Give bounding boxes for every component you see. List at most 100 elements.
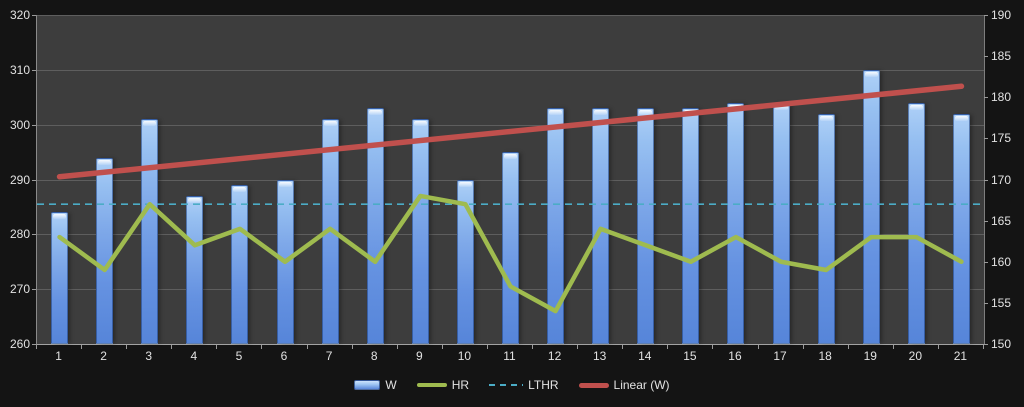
y-right-tick-185 xyxy=(984,56,988,58)
x-label-19: 19 xyxy=(863,349,877,363)
x-boundary-tick-14 xyxy=(667,345,669,349)
x-boundary-tick-13 xyxy=(622,345,624,349)
y-right-tick-170 xyxy=(984,179,988,181)
x-label-20: 20 xyxy=(908,349,923,363)
y-right-tick-155 xyxy=(984,302,988,304)
y-right-tick-180 xyxy=(984,97,988,99)
y-right-tick-150 xyxy=(984,344,988,345)
y-left-label-300: 300 xyxy=(9,117,30,132)
x-boundary-tick-16 xyxy=(757,345,759,349)
x-label-21: 21 xyxy=(953,349,968,363)
y-left-label-280: 280 xyxy=(9,227,30,242)
legend-label-lthr: LTHR xyxy=(528,378,559,392)
gridline-320 xyxy=(37,15,984,16)
bar-w-9 xyxy=(411,119,429,344)
x-boundary-tick-5 xyxy=(261,345,263,349)
legend-label-w: W xyxy=(385,378,397,392)
y-right-label-180: 180 xyxy=(991,90,1012,105)
hr-series-swatch xyxy=(416,383,447,387)
legend-label-linear-w: Linear (W) xyxy=(613,378,670,392)
y-left-label-290: 290 xyxy=(9,172,30,187)
bar-w-12 xyxy=(547,108,565,344)
y-right-label-150: 150 xyxy=(991,337,1012,351)
legend-item-hr: HR xyxy=(416,378,470,392)
x-label-13: 13 xyxy=(593,349,607,363)
y-left-tick-270 xyxy=(32,289,36,291)
w-series-swatch xyxy=(354,380,381,390)
linear-w-series-swatch xyxy=(578,382,609,388)
x-label-11: 11 xyxy=(503,349,516,363)
y-right-tick-165 xyxy=(984,220,988,222)
bar-w-13 xyxy=(592,108,610,344)
legend-label-hr: HR xyxy=(451,378,470,392)
hr-line xyxy=(57,193,964,314)
x-label-3: 3 xyxy=(145,349,153,363)
x-label-4: 4 xyxy=(190,349,198,363)
x-label-8: 8 xyxy=(370,349,378,363)
y-left-tick-320 xyxy=(32,15,36,16)
line-series xyxy=(37,83,984,314)
x-boundary-tick-2 xyxy=(126,345,128,349)
bar-w-8 xyxy=(366,108,384,344)
x-label-18: 18 xyxy=(818,349,832,363)
y-right-label-175: 175 xyxy=(991,131,1012,146)
x-boundary-tick-11 xyxy=(532,345,534,349)
y-right-tick-190 xyxy=(984,15,988,16)
y-left-tick-260 xyxy=(32,344,36,345)
bar-w-5 xyxy=(231,184,249,344)
x-label-1: 1 xyxy=(55,349,62,363)
x-boundary-tick-21 xyxy=(983,345,984,349)
bar-w-4 xyxy=(186,195,204,344)
y-right-label-190: 190 xyxy=(991,8,1012,22)
bar-w-19 xyxy=(862,69,880,344)
y-right-label-165: 165 xyxy=(991,213,1012,228)
y-right-label-170: 170 xyxy=(991,172,1012,187)
x-boundary-tick-0 xyxy=(36,345,37,349)
y-right-label-160: 160 xyxy=(991,254,1012,269)
x-label-6: 6 xyxy=(280,349,288,363)
legend-item-lthr: LTHR xyxy=(489,378,559,392)
x-label-10: 10 xyxy=(457,349,472,363)
x-label-16: 16 xyxy=(728,349,742,363)
x-boundary-tick-3 xyxy=(171,345,173,349)
lthr-series-swatch xyxy=(489,384,524,386)
bar-w-3 xyxy=(141,119,159,344)
y-right-tick-160 xyxy=(984,261,988,263)
x-boundary-tick-10 xyxy=(486,345,488,349)
x-boundary-tick-6 xyxy=(306,345,308,349)
y-left-label-260: 260 xyxy=(9,337,30,351)
x-label-17: 17 xyxy=(773,349,787,363)
x-boundary-tick-12 xyxy=(577,345,579,349)
x-label-15: 15 xyxy=(683,349,697,363)
y-left-tick-290 xyxy=(32,179,36,181)
x-label-9: 9 xyxy=(415,349,423,363)
x-boundary-tick-19 xyxy=(892,345,894,349)
bar-w-16 xyxy=(727,102,745,344)
x-boundary-tick-20 xyxy=(937,345,939,349)
x-boundary-tick-4 xyxy=(216,345,218,349)
gridline-310 xyxy=(37,69,984,71)
bar-w-20 xyxy=(907,102,925,344)
x-boundary-tick-15 xyxy=(712,345,714,349)
y-left-tick-280 xyxy=(32,234,36,236)
x-boundary-tick-17 xyxy=(802,345,804,349)
legend-item-w: W xyxy=(354,378,397,392)
y-left-label-310: 310 xyxy=(9,62,30,77)
bar-w-21 xyxy=(952,113,970,344)
y-right-label-185: 185 xyxy=(991,49,1012,64)
x-boundary-tick-9 xyxy=(441,345,443,349)
y-left-tick-300 xyxy=(32,124,36,126)
bar-w-11 xyxy=(502,152,519,344)
gridline-300 xyxy=(37,124,984,126)
linear-w-trendline xyxy=(56,83,965,180)
x-boundary-tick-8 xyxy=(396,345,398,349)
x-label-5: 5 xyxy=(235,349,243,363)
x-boundary-tick-18 xyxy=(847,345,849,349)
x-label-2: 2 xyxy=(100,349,107,363)
x-label-12: 12 xyxy=(547,349,562,363)
x-label-7: 7 xyxy=(325,349,333,363)
x-boundary-tick-7 xyxy=(351,345,353,349)
y-left-label-320: 320 xyxy=(9,8,30,22)
bar-w-14 xyxy=(637,108,655,344)
